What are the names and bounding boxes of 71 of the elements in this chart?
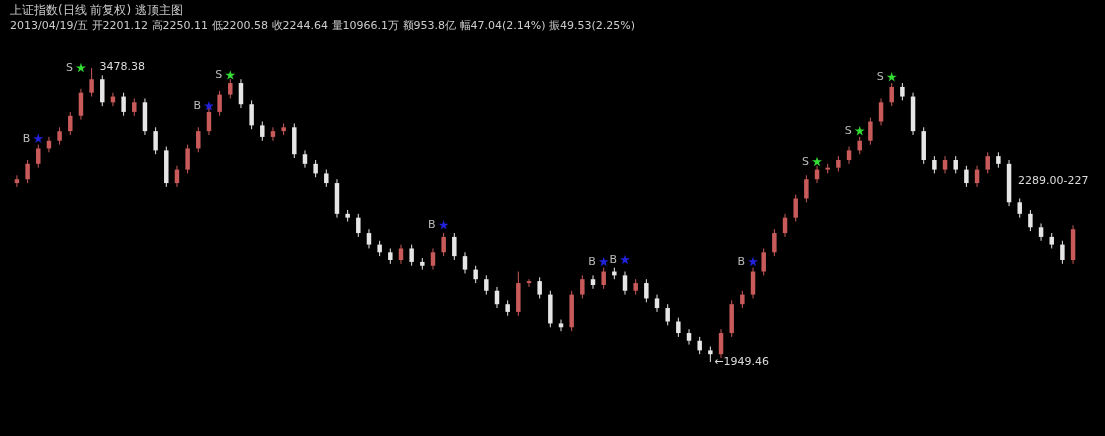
candlestick (601, 267, 606, 290)
point (598, 256, 609, 267)
text: B (588, 254, 596, 268)
candlestick (761, 247, 766, 276)
candlestick (772, 228, 777, 257)
point (748, 256, 759, 267)
text: B (193, 99, 201, 113)
candlestick (1038, 222, 1044, 242)
candlestick (68, 111, 73, 136)
candlestick (270, 126, 276, 142)
candlestick (793, 194, 798, 223)
candlestick (537, 276, 542, 299)
candlestick (196, 126, 201, 153)
candlestick (558, 319, 564, 332)
text: B (428, 218, 436, 232)
candlestick (644, 278, 649, 303)
candlestick (14, 174, 20, 188)
candlestick (25, 159, 30, 184)
point (225, 70, 236, 80)
candlestick (430, 247, 436, 271)
candlestick (665, 303, 670, 326)
point (75, 62, 86, 73)
text: B (22, 131, 31, 145)
candlestick (260, 121, 265, 142)
text: S (844, 124, 852, 138)
candlestick (580, 274, 585, 299)
candlestick (100, 74, 105, 107)
candlestick (590, 274, 596, 290)
candlestick (676, 317, 681, 338)
candlestick (868, 117, 873, 146)
candlestick (153, 126, 158, 155)
series-label: S (876, 70, 884, 84)
text: B (737, 254, 746, 268)
candlestick (302, 149, 308, 169)
candlestick (889, 82, 894, 107)
candlestick (452, 232, 457, 261)
candlestick (409, 244, 414, 267)
candlestick (89, 67, 94, 98)
candlestick (878, 97, 884, 126)
point (812, 156, 823, 167)
annotation: 3478.38 (99, 60, 146, 73)
chart-subtitle: 2013/04/19/五 开2201.12 高2250.11 低2200.58 收2244.64 量10966.1万 额953.8亿 幅47.04(2.14%) 振49.53(2.25%) (10, 19, 636, 32)
point (33, 133, 44, 144)
candlestick (185, 144, 190, 174)
candlestick (121, 92, 126, 117)
candlestick (398, 244, 404, 265)
point (620, 254, 630, 265)
candlestick (441, 232, 446, 257)
candlestick (985, 151, 990, 174)
candlestick (622, 271, 628, 296)
candlestick (1060, 240, 1065, 265)
annotation: ←1949.46 (714, 355, 770, 368)
candlestick (228, 78, 233, 99)
text: S (65, 61, 73, 75)
candlestick (686, 328, 692, 346)
series-label: B (609, 252, 618, 266)
chart-title: 上证指数(日线 前复权) 逃顶主图 (10, 3, 183, 17)
text: S (215, 68, 223, 82)
candlestick (1017, 197, 1022, 219)
candlestick (249, 99, 254, 130)
annotation: 2289.00-227 (1018, 174, 1089, 187)
candlestick (356, 213, 361, 238)
candlestick (964, 165, 969, 188)
candlestick (462, 251, 468, 274)
text: S (802, 154, 810, 168)
candlestick (484, 274, 489, 296)
candlestick (804, 174, 809, 203)
candlestick (366, 228, 372, 249)
candlestick (1028, 209, 1033, 232)
candlestick (217, 90, 222, 117)
candlestick (36, 144, 41, 169)
